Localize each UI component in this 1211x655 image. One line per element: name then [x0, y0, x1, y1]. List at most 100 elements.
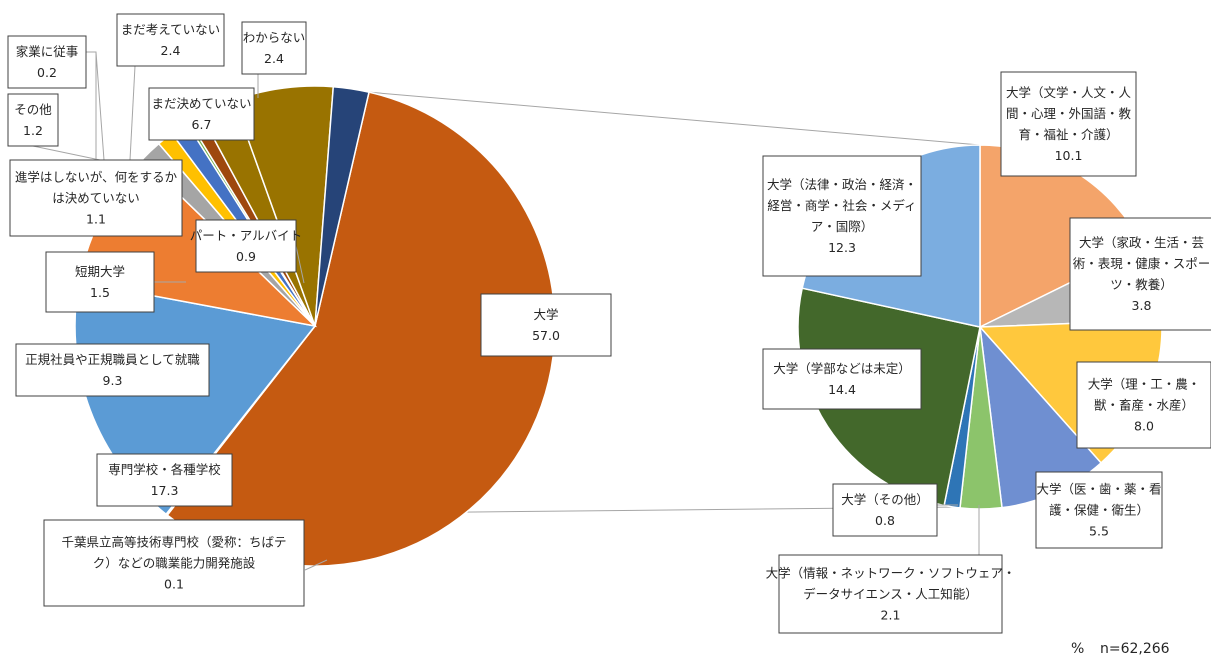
main-pie-label-value: 0.1 — [164, 577, 184, 592]
main-pie-label-box — [45, 251, 155, 313]
main-pie-label-value: 17.3 — [151, 483, 179, 498]
sub-pie-label-6: 大学（学部などは未定） 14.4 — [762, 348, 922, 410]
main-pie-label-4: 短期大学 1.5 — [45, 251, 155, 313]
main-pie-label-box — [241, 21, 307, 75]
sub-pie-label-text: 術・表現・健康・スポー — [1073, 256, 1211, 271]
main-pie-leader-line-8 — [295, 245, 305, 284]
sub-pie-label-box — [832, 483, 938, 537]
sub-pie-label-value: 8.0 — [1134, 419, 1154, 434]
sub-pie-label-box — [1076, 361, 1211, 449]
sub-pie-label-value: 3.8 — [1132, 298, 1152, 313]
sub-pie-label-text: ア・国際） — [811, 219, 874, 234]
main-pie-label-box — [116, 13, 225, 67]
sub-pie-label-2: 大学（理・工・農・獣・畜産・水産） 8.0 — [1076, 361, 1211, 449]
sub-pie-label-text: 経営・商学・社会・メディ — [767, 198, 916, 213]
sub-pie-label-text: 大学（医・歯・薬・看 — [1036, 482, 1161, 497]
main-pie-label-value: 2.4 — [161, 43, 181, 58]
main-pie-label-3: 正規社員や正規職員として就職 9.3 — [15, 343, 210, 397]
sub-pie-label-0: 大学（文学・人文・人間・心理・外国語・教育・福祉・介護） 10.1 — [1000, 71, 1137, 177]
main-pie-label-text: パート・アルバイト — [190, 228, 302, 243]
sub-pie-label-value: 14.4 — [828, 382, 856, 397]
main-pie-label-value: 2.4 — [264, 51, 284, 66]
main-pie-label-8: パート・アルバイト 0.9 — [190, 219, 302, 273]
main-pie-label-box — [7, 93, 59, 147]
sub-pie-label-text: 獣・畜産・水産） — [1094, 398, 1194, 413]
main-pie-label-0: 大学 57.0 — [480, 293, 612, 357]
main-pie-label-box — [195, 219, 297, 273]
sub-pie-label-text: 間・心理・外国語・教 — [1006, 106, 1132, 121]
main-pie-label-7: 家業に従事 0.2 — [7, 35, 87, 89]
main-pie-label-text: わからない — [243, 30, 306, 45]
main-pie-label-box — [148, 87, 255, 141]
main-pie-label-box — [43, 519, 305, 607]
sub-pie-label-text: 大学（法律・政治・経済・ — [767, 177, 917, 192]
main-pie-label-value: 1.1 — [86, 212, 106, 227]
main-pie-label-text: 正規社員や正規職員として就職 — [25, 352, 200, 367]
sub-pie-label-text: 大学（文学・人文・人 — [1006, 85, 1132, 100]
sample-size-label: n=62,266 — [1100, 641, 1170, 655]
main-pie-label-box — [480, 293, 612, 357]
main-pie-label-value: 57.0 — [532, 328, 560, 343]
main-pie-label-text: 進学はしないが、何をするか — [15, 170, 178, 185]
main-pie-label-text: 大学 — [533, 307, 558, 322]
main-pie-label-box — [96, 453, 233, 507]
main-pie-label-text: 家業に従事 — [16, 44, 79, 59]
sub-pie-label-value: 5.5 — [1089, 524, 1109, 539]
main-pie-label-text: は決めていない — [52, 191, 140, 206]
main-pie-label-2: 専門学校・各種学校 17.3 — [96, 453, 233, 507]
main-pie-label-text: まだ決めていない — [151, 96, 251, 111]
main-pie-label-box — [9, 159, 183, 237]
sub-pie-label-5: 大学（その他） 0.8 — [832, 483, 938, 537]
main-pie-label-text: 短期大学 — [75, 264, 125, 279]
sub-pie-label-text: 大学（情報・ネットワーク・ソフトウェア・ — [766, 566, 1016, 581]
main-pie-label-value: 1.2 — [23, 123, 43, 138]
sub-pie-label-box — [762, 348, 922, 410]
main-pie-label-value: 1.5 — [90, 285, 110, 300]
sub-pie-label-text: 大学（学部などは未定） — [773, 361, 911, 376]
sub-pie-label-value: 0.8 — [875, 513, 895, 528]
sub-pie-label-text: ツ・教養） — [1110, 277, 1173, 292]
sub-pie-label-3: 大学（医・歯・薬・看護・保健・衛生） 5.5 — [1035, 471, 1163, 549]
main-pie-label-text: 千葉県立高等技術専門校（愛称：ちばテ — [61, 535, 286, 550]
main-pie-label-value: 9.3 — [103, 373, 123, 388]
main-pie-label-box — [15, 343, 210, 397]
sub-pie-label-text: 護・保健・衛生） — [1049, 503, 1149, 518]
sub-pie-label-box — [762, 155, 922, 277]
sub-pie-label-4: 大学（情報・ネットワーク・ソフトウェア・データサイエンス・人工知能） 2.1 — [766, 554, 1016, 634]
main-pie-leader-line-5 — [94, 51, 97, 160]
main-pie-label-value: 6.7 — [192, 117, 212, 132]
sub-pie-label-text: 大学（理・工・農・ — [1088, 377, 1201, 392]
main-pie-leader-line-1 — [304, 559, 328, 571]
connector-line-top — [368, 91, 981, 146]
sub-pie-label-value: 12.3 — [828, 240, 856, 255]
main-pie-leader-line-9 — [129, 65, 136, 161]
main-pie-slice-11 — [314, 85, 370, 327]
main-pie-leader-line-7 — [86, 51, 105, 161]
main-pie-label-value: 0.2 — [37, 65, 57, 80]
sub-pie-label-value: 2.1 — [881, 608, 901, 623]
sub-pie-label-text: 育・福祉・介護） — [1018, 127, 1118, 142]
unit-label: % — [1071, 641, 1084, 655]
sub-pie-label-box — [1069, 217, 1211, 331]
sub-pie-label-value: 10.1 — [1055, 148, 1083, 163]
main-pie-label-text: その他 — [14, 102, 52, 117]
main-pie-label-9: まだ考えていない 2.4 — [116, 13, 225, 67]
sub-pie-label-text: 大学（その他） — [841, 492, 929, 507]
main-pie-label-11: わからない 2.4 — [241, 21, 307, 75]
sub-pie-label-box — [1000, 71, 1137, 177]
leader-lines — [32, 51, 980, 571]
sub-pie-label-box — [778, 554, 1003, 634]
main-pie-leader-line-6 — [32, 145, 101, 161]
sub-pie-label-text: 大学（家政・生活・芸 — [1079, 235, 1204, 250]
main-pie-label-10: まだ決めていない 6.7 — [148, 87, 255, 141]
sub-pie-label-text: データサイエンス・人工知能） — [803, 587, 978, 602]
main-pie-label-text: ク）などの職業能力開発施設 — [93, 556, 256, 571]
main-pie-label-text: まだ考えていない — [121, 22, 220, 37]
main-pie-label-6: その他 1.2 — [7, 93, 59, 147]
